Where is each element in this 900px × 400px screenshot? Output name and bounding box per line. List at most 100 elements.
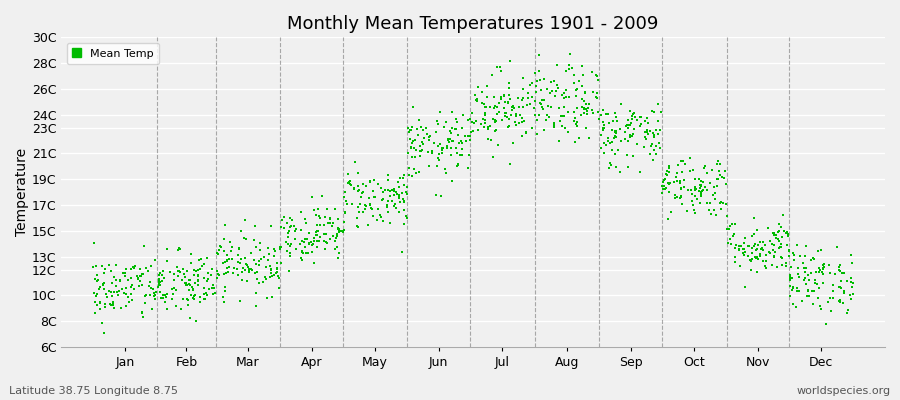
Point [302,240,316,247]
Point [559,68,573,75]
Point [688,186,703,192]
Point [260,294,274,301]
Point [791,273,806,280]
Point [621,117,635,123]
Point [392,175,407,182]
Point [218,222,232,229]
Point [282,268,296,274]
Point [607,118,621,124]
Point [550,61,564,68]
Point [752,242,766,248]
Point [273,246,287,252]
Point [449,144,464,151]
Point [367,194,382,200]
Point [87,240,102,246]
Point [433,141,447,148]
Point [764,262,778,268]
Point [317,222,331,228]
Point [528,70,543,76]
Point [171,247,185,253]
Point [492,100,507,106]
Point [284,217,299,224]
Point [782,248,796,254]
Point [611,147,625,154]
Point [222,256,237,262]
Point [647,134,662,140]
Point [322,236,337,242]
Point [357,206,372,212]
Point [312,215,327,222]
Point [797,253,812,260]
Point [153,282,167,288]
Point [506,140,520,146]
Point [627,114,642,121]
Point [158,299,172,305]
Point [320,231,334,238]
Point [393,199,408,205]
Point [540,86,554,92]
Point [338,218,352,225]
Point [400,215,414,221]
Point [502,91,517,98]
Point [274,260,289,266]
Point [808,268,823,275]
Point [542,114,556,120]
Point [304,239,319,245]
Point [516,104,530,110]
Point [846,280,860,286]
Point [454,138,469,144]
Point [86,264,100,270]
Point [651,131,665,137]
Point [610,118,625,124]
Point [435,147,449,153]
Point [220,252,234,258]
Point [439,170,454,177]
Point [186,295,201,301]
Point [576,71,590,78]
Point [825,295,840,301]
Point [378,186,392,193]
Point [634,121,648,127]
Point [296,250,310,256]
Point [366,188,381,195]
Point [90,278,104,284]
Point [254,256,268,263]
Point [355,190,369,196]
Point [806,288,821,294]
Point [518,118,532,124]
Point [515,133,529,139]
Point [337,227,351,233]
Point [535,96,549,103]
Point [136,271,150,278]
Point [602,160,616,166]
Point [310,232,325,238]
Point [578,90,592,96]
Point [688,176,703,182]
Point [155,271,169,278]
Point [410,132,425,138]
Point [830,244,844,250]
Point [478,110,492,116]
Point [239,236,254,242]
Point [670,178,685,184]
Point [152,282,166,288]
Point [220,257,235,264]
Point [782,253,796,259]
Point [750,269,764,276]
Point [464,116,478,122]
Point [274,244,288,250]
Point [842,292,857,298]
Point [97,280,112,286]
Point [245,266,259,273]
Point [168,303,183,309]
Point [124,297,139,303]
Point [371,181,385,187]
Point [595,126,609,133]
Point [773,244,788,250]
Point [464,132,478,139]
Point [179,296,194,302]
Point [353,201,367,208]
Point [596,126,610,133]
Point [410,126,425,132]
Point [420,149,435,156]
